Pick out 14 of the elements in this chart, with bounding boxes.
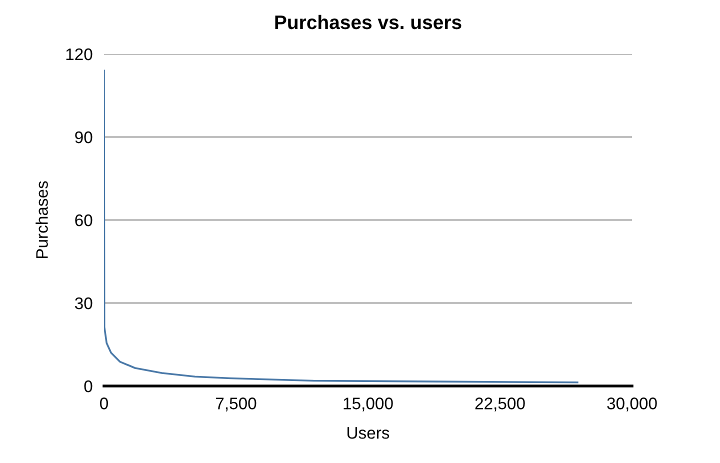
y-tick-label: 0	[84, 380, 92, 392]
x-axis-title: Users	[348, 427, 390, 439]
x-tick-label: 15,000	[344, 398, 393, 412]
y-axis-title: Purchases	[36, 181, 48, 258]
chart-title: Purchases vs. users	[275, 14, 462, 30]
y-tick-label: 30	[74, 297, 92, 310]
line-series	[104, 70, 578, 384]
x-tick-label: 30,000	[607, 398, 657, 412]
x-tick-label: 7,500	[216, 398, 256, 412]
x-tick-label: 22,500	[475, 398, 525, 412]
y-tick-label: 60	[75, 214, 92, 226]
x-tick-label: 0	[100, 398, 108, 410]
y-tick-label: 120	[66, 48, 92, 60]
y-tick-label: 90	[75, 131, 92, 144]
